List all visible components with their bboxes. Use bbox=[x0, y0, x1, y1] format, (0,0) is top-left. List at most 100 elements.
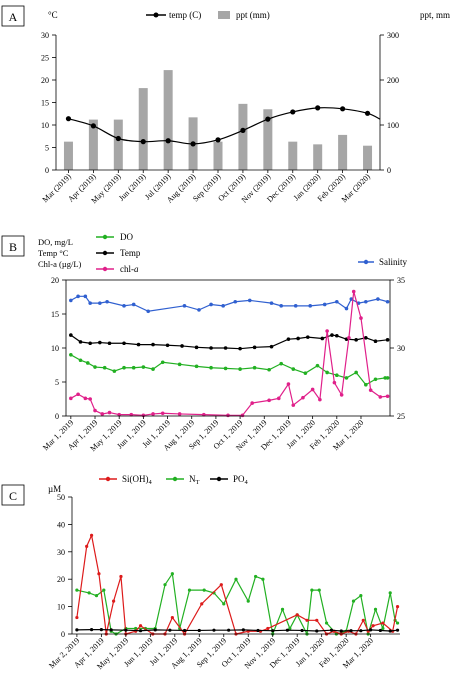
legend-salinity-marker-icon bbox=[363, 259, 369, 265]
chl-point bbox=[291, 403, 296, 407]
temp-point bbox=[265, 116, 271, 122]
panel-c-left-ticks: 0 10 20 30 40 50 bbox=[57, 493, 72, 639]
po-point bbox=[212, 628, 216, 632]
legend-do-label: DO bbox=[120, 232, 133, 242]
legend-temp-label: temp (C) bbox=[169, 10, 201, 20]
do-point bbox=[373, 377, 378, 382]
chl-point bbox=[378, 395, 383, 399]
chl-point bbox=[310, 387, 315, 392]
y-right-tick-label: 100 bbox=[387, 121, 399, 130]
ppt-bar bbox=[288, 141, 298, 170]
y-tick-label: 15 bbox=[51, 310, 59, 319]
salinity-point bbox=[349, 297, 354, 301]
temp-point bbox=[373, 339, 378, 344]
y-tick-label: 30 bbox=[41, 31, 49, 40]
x-tick-label: Jun (2019) bbox=[117, 172, 148, 203]
po-point bbox=[349, 629, 353, 633]
temp-point bbox=[107, 341, 112, 346]
chl-point bbox=[368, 388, 373, 392]
y-right-tick-label: 30 bbox=[397, 344, 405, 353]
do-point bbox=[325, 370, 329, 375]
si-point bbox=[85, 544, 89, 548]
chl-point bbox=[76, 392, 80, 397]
si-point bbox=[305, 618, 309, 622]
nt-point bbox=[324, 621, 329, 625]
po-point bbox=[153, 628, 157, 632]
chl-point bbox=[177, 412, 182, 416]
chl-point bbox=[160, 411, 165, 416]
temp-point bbox=[252, 345, 257, 350]
salinity-point bbox=[98, 301, 102, 305]
legend-si-marker-icon bbox=[105, 476, 111, 482]
y-tick-label: 20 bbox=[51, 276, 59, 285]
ppt-bar bbox=[138, 88, 148, 170]
po-point bbox=[182, 628, 187, 633]
salinity-point bbox=[269, 301, 274, 305]
y-tick-label: 20 bbox=[41, 76, 49, 85]
salinity-point bbox=[209, 302, 213, 307]
temp-point bbox=[140, 139, 146, 145]
nt-point bbox=[102, 588, 106, 592]
po-point bbox=[369, 628, 373, 632]
si-point bbox=[219, 583, 223, 587]
do-point bbox=[112, 369, 117, 373]
po-point bbox=[241, 628, 245, 632]
salinity-point bbox=[69, 298, 73, 303]
do-point bbox=[69, 353, 73, 357]
panel-b-series bbox=[69, 289, 390, 418]
chl-point bbox=[301, 395, 305, 400]
y-right-tick-label: 25 bbox=[397, 412, 405, 421]
chl-point bbox=[267, 398, 271, 403]
temp-point bbox=[223, 346, 228, 350]
panel-c-series bbox=[75, 533, 400, 637]
po-point bbox=[256, 628, 260, 633]
nt-point bbox=[359, 594, 363, 598]
si-point bbox=[119, 574, 123, 579]
legend-po-label: PO4 bbox=[233, 474, 249, 486]
panel-a-right-unit: ppt, mm bbox=[420, 10, 450, 20]
chl-point bbox=[318, 397, 322, 402]
nt-point bbox=[87, 591, 91, 595]
chl-point bbox=[347, 336, 351, 340]
legend-nt-label: NT bbox=[189, 474, 200, 486]
po-point bbox=[329, 628, 334, 632]
temp-point bbox=[290, 109, 296, 115]
ppt-bar bbox=[263, 109, 273, 170]
y-tick-label: 40 bbox=[57, 520, 65, 529]
temp-point bbox=[320, 336, 325, 341]
legend-chl-label: chl-a bbox=[120, 264, 139, 274]
y-tick-label: 5 bbox=[55, 378, 59, 387]
chl-line bbox=[70, 291, 388, 416]
nt-point bbox=[373, 607, 378, 611]
si-point bbox=[371, 624, 375, 628]
nt-point bbox=[351, 599, 356, 603]
po-point bbox=[75, 628, 79, 632]
salinity-point bbox=[197, 308, 201, 312]
temp-point bbox=[69, 333, 73, 337]
panel-c: C µM Si(OH)4 NT PO4 0 10 20 30 40 50 Mar 2, 2… bbox=[1, 474, 400, 671]
si-point bbox=[381, 621, 385, 625]
do-point bbox=[93, 365, 97, 369]
temp-point bbox=[238, 346, 242, 351]
y-tick-label: 10 bbox=[51, 344, 59, 353]
panel-b-ylabel-chl: Chl-a (µg/L) bbox=[38, 259, 82, 269]
chl-point bbox=[117, 412, 121, 417]
panel-b-label: B bbox=[9, 240, 17, 254]
temp-point bbox=[364, 336, 368, 340]
si-point bbox=[89, 533, 94, 537]
do-point bbox=[102, 365, 107, 370]
legend-temp-label: Temp bbox=[120, 248, 141, 258]
chl-point bbox=[100, 412, 105, 416]
legend-temp-marker-icon bbox=[153, 12, 159, 18]
nt-point bbox=[253, 574, 258, 579]
chl-point bbox=[276, 396, 281, 401]
ppt-bar bbox=[163, 70, 173, 170]
panel-a-left-unit: °C bbox=[48, 10, 58, 20]
nt-point bbox=[317, 588, 321, 592]
temp-point bbox=[115, 135, 121, 142]
temp-point bbox=[180, 344, 184, 348]
chl-point bbox=[202, 412, 206, 417]
temp-point bbox=[194, 345, 199, 350]
salinity-point bbox=[182, 304, 187, 308]
panel-c-legend: Si(OH)4 NT PO4 bbox=[99, 474, 249, 486]
